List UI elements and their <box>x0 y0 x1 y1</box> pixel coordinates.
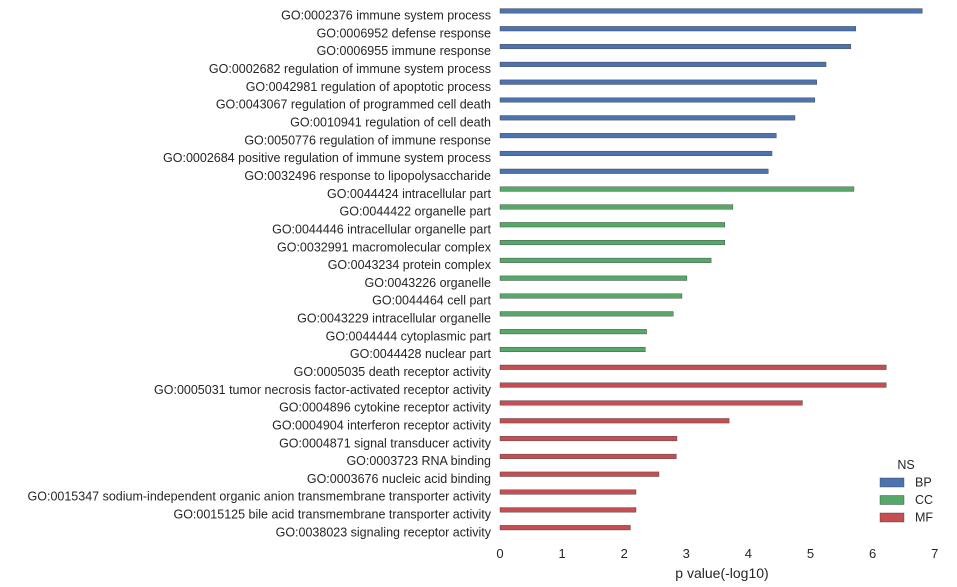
category-label: GO:0015125 bile acid transmembrane trans… <box>173 508 491 522</box>
legend-title: NS <box>897 458 914 472</box>
bar-bp-4 <box>499 79 817 85</box>
category-label: GO:0003723 RNA binding <box>346 454 491 468</box>
category-label: GO:0006952 defense response <box>317 26 491 40</box>
x-axis-title: p value(-log10) <box>675 565 768 581</box>
category-label: GO:0044428 nuclear part <box>350 347 492 361</box>
category-label: GO:0043067 regulation of programmed cell… <box>216 98 491 112</box>
x-tick-label: 6 <box>869 546 876 561</box>
bar-bp-1 <box>499 26 857 32</box>
category-label: GO:0043226 organelle <box>365 276 492 290</box>
bar-cc-11 <box>499 204 734 210</box>
legend-label-bp: BP <box>915 476 932 490</box>
category-label: GO:0015347 sodium-independent organic an… <box>28 490 492 504</box>
category-label: GO:0032496 response to lipopolysaccharid… <box>244 169 491 183</box>
category-labels: GO:0002376 immune system process GO:00069… <box>28 9 492 540</box>
bar-mf-29 <box>499 525 631 531</box>
bar-cc-19 <box>499 346 646 352</box>
x-tick-label: 2 <box>621 546 628 561</box>
category-label: GO:0004871 signal transducer activity <box>279 436 492 450</box>
bar-mf-21 <box>499 382 887 388</box>
category-label: GO:0002682 regulation of immune system p… <box>209 62 491 76</box>
category-label: GO:0002684 positive regulation of immune… <box>163 151 491 165</box>
bar-cc-10 <box>499 186 855 192</box>
bars-layer <box>499 8 923 531</box>
bar-mf-22 <box>499 400 803 406</box>
category-label: GO:0005035 death receptor activity <box>294 365 492 379</box>
category-label: GO:0004896 cytokine receptor activity <box>279 401 492 415</box>
bar-bp-3 <box>499 61 827 67</box>
category-label: GO:0038023 signaling receptor activity <box>276 525 492 539</box>
category-label: GO:0004904 interferon receptor activity <box>272 418 492 432</box>
x-tick-label: 4 <box>745 546 752 561</box>
bar-cc-13 <box>499 240 726 246</box>
bar-mf-25 <box>499 453 677 459</box>
category-label: GO:0042981 regulation of apoptotic proce… <box>246 80 491 94</box>
bar-cc-15 <box>499 275 688 281</box>
bar-bp-6 <box>499 115 796 121</box>
bar-bp-5 <box>499 97 816 103</box>
bar-bp-8 <box>499 150 773 156</box>
bar-bp-0 <box>499 8 923 14</box>
category-label: GO:0044422 organelle part <box>340 205 492 219</box>
category-label: GO:0044444 cytoplasmic part <box>326 329 492 343</box>
bar-mf-23 <box>499 418 730 424</box>
x-tick-label: 1 <box>558 546 565 561</box>
legend: NS BP CC MF <box>879 458 933 525</box>
x-tick-label: 7 <box>931 546 938 561</box>
category-label: GO:0043234 protein complex <box>328 258 492 272</box>
bar-mf-20 <box>499 364 887 370</box>
category-label: GO:0044446 intracellular organelle part <box>272 222 491 236</box>
category-label: GO:0010941 regulation of cell death <box>290 116 491 130</box>
category-label: GO:0002376 immune system process <box>281 9 491 23</box>
bar-cc-16 <box>499 293 683 299</box>
bar-bp-2 <box>499 44 852 50</box>
legend-label-cc: CC <box>915 493 933 507</box>
bar-cc-18 <box>499 329 647 335</box>
category-label: GO:0050776 regulation of immune response <box>244 133 491 147</box>
bar-mf-28 <box>499 507 637 513</box>
legend-swatch-mf <box>879 512 905 523</box>
bar-cc-14 <box>499 257 712 263</box>
bar-mf-27 <box>499 489 637 495</box>
x-tick-label: 0 <box>496 546 503 561</box>
category-label: GO:0044464 cell part <box>372 294 491 308</box>
bar-cc-12 <box>499 222 726 228</box>
category-label: GO:0006955 immune response <box>317 44 491 58</box>
legend-label-mf: MF <box>915 511 933 525</box>
x-tick-label: 5 <box>807 546 814 561</box>
x-tick-label: 3 <box>683 546 690 561</box>
bar-mf-26 <box>499 471 660 477</box>
bar-bp-7 <box>499 133 777 139</box>
legend-swatch-bp <box>879 477 905 488</box>
bar-bp-9 <box>499 168 769 174</box>
bar-mf-24 <box>499 436 678 442</box>
category-label: GO:0003676 nucleic acid binding <box>307 472 491 486</box>
category-label: GO:0044424 intracellular part <box>327 187 492 201</box>
legend-swatch-cc <box>879 495 905 505</box>
x-axis-ticks: 0 1 2 3 4 5 6 7 <box>496 546 938 561</box>
category-label: GO:0005031 tumor necrosis factor-activat… <box>154 383 492 397</box>
category-label: GO:0032991 macromolecular complex <box>277 240 492 254</box>
bar-cc-17 <box>499 311 674 317</box>
category-label: GO:0043229 intracellular organelle <box>297 312 491 326</box>
